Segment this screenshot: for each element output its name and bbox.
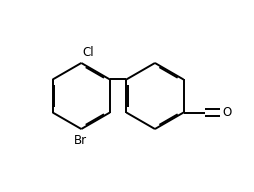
Text: Cl: Cl bbox=[83, 46, 94, 59]
Text: O: O bbox=[222, 106, 231, 119]
Text: Br: Br bbox=[73, 134, 87, 146]
